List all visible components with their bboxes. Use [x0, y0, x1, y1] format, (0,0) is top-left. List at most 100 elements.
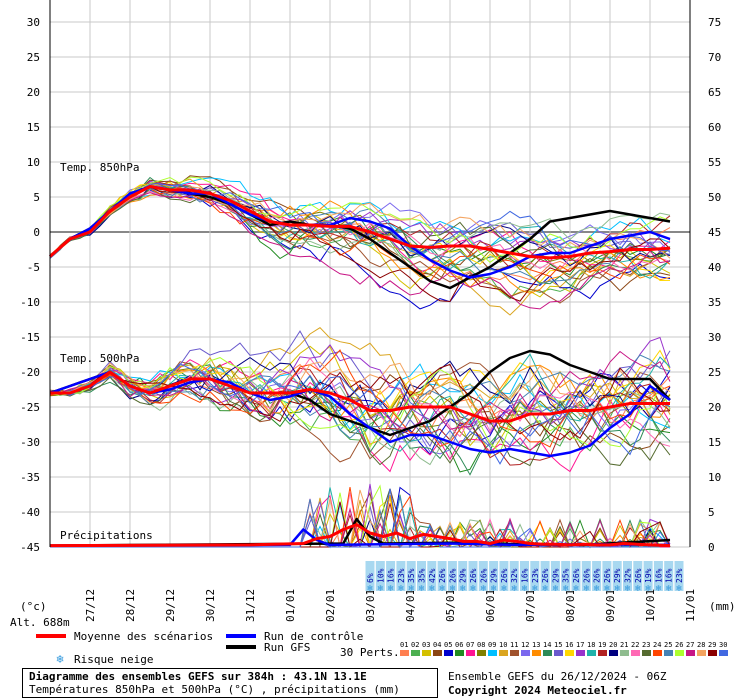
snow-risk-label: 16%	[654, 568, 663, 583]
chart-grid	[49, 0, 691, 548]
footer-right: Ensemble GEFS du 26/12/2024 - 06Z Copyri…	[448, 670, 667, 698]
x-tick-label: 02/01	[324, 589, 337, 622]
x-tick-label: 30/12	[204, 589, 217, 622]
y-right-unit-label: (mm)	[709, 600, 736, 613]
y-left-tick-label: -30	[20, 436, 40, 449]
snow-risk-cell	[447, 561, 457, 591]
legend-member-number: 01	[400, 641, 408, 649]
snow-risk-cell	[365, 561, 375, 591]
legend-member-number: 15	[554, 641, 562, 649]
legend-member-number: 14	[543, 641, 551, 649]
snow-flake-icon: ❄	[645, 584, 651, 594]
y-left-tick-label: -45	[20, 541, 40, 554]
member-t850-line	[49, 176, 671, 263]
snow-risk-label: 35%	[562, 568, 571, 583]
legend-member-number: 07	[466, 641, 474, 649]
snow-risk-label: 16%	[387, 568, 396, 583]
snow-risk-label: 32%	[510, 568, 519, 583]
snow-risk-label: 26%	[582, 568, 591, 583]
snow-risk-cell	[664, 561, 674, 591]
snow-risk-cell	[437, 561, 447, 591]
legend-member-swatch	[521, 650, 530, 656]
legend-member-number: 21	[620, 641, 628, 649]
x-tick-label: 27/12	[84, 589, 97, 622]
x-tick-label: 03/01	[364, 589, 377, 622]
legend-member-number: 12	[521, 641, 529, 649]
y-left-tick-label: 5	[33, 191, 40, 204]
legend-member-number: 28	[697, 641, 705, 649]
legend-member-swatch	[620, 650, 629, 656]
snow-risk-cell	[602, 561, 612, 591]
snow-flake-icon: ❄	[429, 584, 435, 594]
footer-run: Ensemble GEFS du 26/12/2024 - 06Z	[448, 670, 667, 683]
legend-member-swatch	[444, 650, 453, 656]
snow-risk-label: 29%	[551, 568, 560, 583]
snow-risk-cell	[458, 561, 468, 591]
legend-member-number: 20	[609, 641, 617, 649]
y-left-tick-label: 0	[33, 226, 40, 239]
snow-icon: ❄	[56, 652, 63, 666]
legend-member-swatch	[477, 650, 486, 656]
x-tick-label: 09/01	[604, 589, 617, 622]
snow-flake-icon: ❄	[625, 584, 631, 594]
x-tick-label: 01/01	[284, 589, 297, 622]
x-tick-label: 28/12	[124, 589, 137, 622]
snow-risk-label: 19%	[644, 568, 653, 583]
legend-member-swatch	[697, 650, 706, 656]
snow-risk-cell	[386, 561, 396, 591]
legend-member-number: 29	[708, 641, 716, 649]
legend-member-number: 04	[433, 641, 441, 649]
member-t500-line	[49, 367, 671, 466]
snow-risk-cell	[653, 561, 663, 591]
y-left-tick-label: -5	[27, 261, 40, 274]
legend-gfs-label: Run GFS	[264, 641, 310, 654]
y-right-tick-label: 0	[708, 541, 715, 554]
legend-member-swatch	[554, 650, 563, 656]
t500-panel-label: Temp. 500hPa	[60, 352, 139, 365]
y-left-tick-label: -10	[20, 296, 40, 309]
legend-member-swatch	[609, 650, 618, 656]
snow-risk-cell	[520, 561, 529, 591]
snow-risk-label: 26%	[572, 568, 581, 583]
snow-flake-icon: ❄	[676, 584, 682, 594]
snow-flake-icon: ❄	[388, 584, 394, 594]
snow-risk-cell	[674, 561, 684, 591]
y-right-tick-label: 45	[708, 226, 721, 239]
snow-risk-label: 6%	[366, 573, 375, 583]
legend-member-swatch	[532, 650, 541, 656]
legend-member-swatch	[686, 650, 695, 656]
legend-member-number: 30	[719, 641, 727, 649]
y-right-tick-label: 55	[708, 156, 721, 169]
snow-flake-icon: ❄	[532, 584, 538, 594]
legend-member-number: 05	[444, 641, 452, 649]
legend-member-swatch	[587, 650, 596, 656]
footer-title: Diagramme des ensembles GEFS sur 384h : …	[29, 670, 367, 683]
snow-risk-label: 26%	[603, 568, 612, 583]
snow-risk-label: 16%	[665, 568, 674, 583]
snow-flake-icon: ❄	[378, 584, 384, 594]
legend-member-number: 10	[499, 641, 507, 649]
legend-member-number: 22	[631, 641, 639, 649]
member-t500-line	[49, 363, 671, 465]
snow-risk-label: 42%	[428, 568, 437, 583]
snow-risk-cell	[468, 561, 478, 591]
y-right-tick-label: 70	[708, 51, 721, 64]
x-tick-label: 04/01	[404, 589, 417, 622]
y-right-tick-label: 40	[708, 261, 721, 274]
snow-risk-cell	[633, 561, 643, 591]
mean-t850-line	[49, 185, 671, 260]
legend-member-swatch	[543, 650, 552, 656]
y-right-tick-label: 15	[708, 436, 721, 449]
snow-flake-icon: ❄	[553, 584, 559, 594]
snow-risk-cell	[561, 561, 571, 591]
member-t500-line	[49, 363, 671, 430]
snow-flake-icon: ❄	[439, 584, 445, 594]
mean-precip-line	[49, 523, 671, 548]
snow-flake-icon: ❄	[635, 584, 641, 594]
legend-member-number: 16	[565, 641, 573, 649]
legend-control-label: Run de contrôle	[264, 630, 363, 643]
member-series	[49, 175, 671, 549]
x-tick-label: 10/01	[644, 589, 657, 622]
legend-member-number: 19	[598, 641, 606, 649]
snow-risk-cell	[530, 561, 540, 591]
